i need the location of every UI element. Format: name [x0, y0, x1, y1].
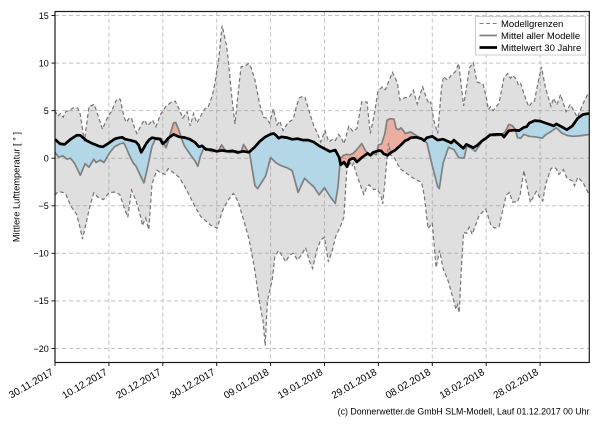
svg-text:Mittel aller Modelle: Mittel aller Modelle — [501, 31, 580, 42]
svg-text:15: 15 — [39, 11, 49, 21]
svg-text:−10: −10 — [34, 249, 49, 259]
svg-text:−5: −5 — [39, 201, 49, 211]
svg-text:Mittelwert 30 Jahre: Mittelwert 30 Jahre — [501, 43, 581, 54]
svg-text:−15: −15 — [34, 296, 49, 306]
svg-text:Modellgrenzen: Modellgrenzen — [501, 19, 563, 30]
svg-text:−20: −20 — [34, 344, 49, 354]
svg-text:Mittlere Lufttemperatur [ ° ]: Mittlere Lufttemperatur [ ° ] — [12, 132, 22, 242]
svg-text:0: 0 — [44, 154, 49, 164]
svg-text:(c) Donnerwetter.de GmbH SLM-M: (c) Donnerwetter.de GmbH SLM-Modell, Lau… — [338, 407, 590, 417]
svg-text:5: 5 — [44, 106, 49, 116]
svg-text:10: 10 — [39, 58, 49, 68]
